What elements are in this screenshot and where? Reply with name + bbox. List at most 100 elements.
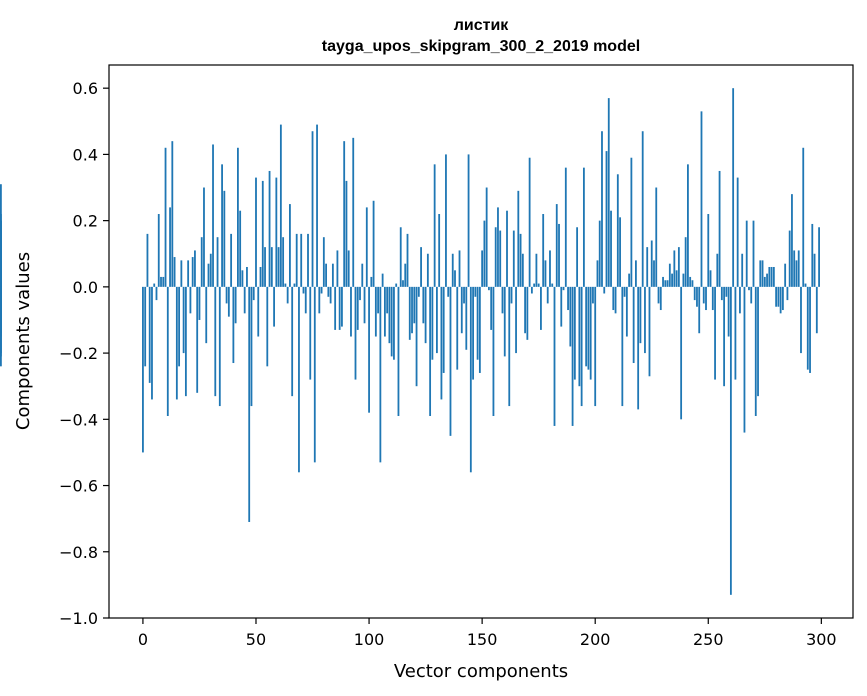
bar: [379, 286, 382, 463]
bar: [632, 286, 635, 364]
bar: [361, 263, 364, 287]
bar: [408, 286, 411, 340]
bar: [225, 286, 228, 304]
bar: [205, 286, 208, 344]
bar: [553, 286, 556, 426]
bar: [791, 194, 793, 287]
bar: [424, 286, 427, 344]
bar: [329, 286, 332, 304]
bar: [603, 286, 606, 294]
bar: [237, 147, 239, 287]
bar: [515, 286, 517, 354]
bar: [635, 260, 637, 287]
bar: [198, 286, 201, 320]
bar: [399, 227, 402, 287]
bar: [727, 286, 730, 337]
bar: [644, 286, 646, 354]
bar: [530, 286, 533, 294]
bar: [196, 286, 199, 393]
bar: [223, 190, 226, 287]
bar: [555, 204, 558, 287]
bar: [648, 286, 651, 377]
bar: [257, 286, 260, 337]
bar: [718, 170, 721, 287]
bar: [739, 286, 741, 314]
bar: [705, 286, 707, 311]
bar: [320, 286, 323, 294]
bar: [698, 286, 701, 334]
bar: [327, 286, 330, 297]
bar: [275, 177, 278, 287]
bar: [374, 286, 377, 337]
bar: [142, 286, 144, 453]
bar: [194, 250, 196, 287]
bar: [359, 286, 361, 301]
bar: [508, 286, 511, 407]
bar: [411, 286, 413, 334]
bar: [619, 217, 621, 287]
bar: [524, 286, 526, 334]
bar: [772, 266, 775, 287]
bar: [680, 286, 683, 420]
bar: [806, 286, 809, 370]
bar: [338, 286, 341, 330]
bar: [300, 233, 303, 287]
bar: [442, 286, 445, 373]
bar: [157, 214, 160, 287]
bar: [248, 286, 251, 522]
bar: [768, 266, 771, 287]
bar: [784, 263, 787, 287]
bar: [404, 263, 407, 287]
bar: [393, 286, 395, 360]
bar: [259, 266, 262, 287]
bar: [417, 286, 420, 297]
bar: [793, 250, 796, 287]
bar: [463, 286, 465, 304]
bar: [469, 286, 472, 473]
bar: [160, 276, 162, 287]
bar: [180, 260, 183, 287]
bar: [610, 210, 612, 287]
bar: [775, 286, 778, 307]
y-tick-label: −1.0: [59, 609, 98, 628]
bar: [458, 250, 461, 287]
bar: [612, 286, 615, 311]
x-tick-label: 0: [138, 630, 148, 649]
bar: [363, 286, 366, 324]
bar: [230, 233, 233, 287]
bar: [298, 286, 300, 473]
bar: [639, 286, 642, 344]
bar: [605, 151, 608, 287]
bar: [255, 177, 257, 287]
bar: [766, 273, 768, 287]
x-tick-label: 300: [806, 630, 837, 649]
bar: [569, 286, 572, 347]
bar: [234, 286, 237, 324]
bar: [440, 286, 443, 400]
bar: [795, 260, 798, 287]
bar: [178, 286, 181, 367]
bar: [562, 286, 565, 291]
bar: [682, 273, 685, 287]
bar: [759, 260, 762, 287]
bar: [657, 286, 660, 304]
bar: [687, 164, 689, 287]
bar: [406, 233, 409, 287]
y-tick-label: −0.4: [59, 410, 98, 429]
bar: [623, 286, 626, 297]
bar: [684, 237, 687, 287]
bar: [413, 286, 416, 324]
bar: [598, 220, 601, 287]
y-tick-label: 0.4: [73, 145, 98, 164]
bar: [151, 286, 153, 400]
bar: [818, 227, 820, 287]
y-axis-ticks: −1.0 −0.8 −0.6 −0.4 −0.2 0.0 0.2 0.4 0.6: [59, 79, 109, 628]
bar: [175, 286, 178, 400]
bar: [578, 286, 581, 387]
bar: [696, 286, 698, 307]
bar: [512, 230, 515, 287]
bar: [318, 286, 321, 314]
bar: [465, 286, 468, 350]
bar: [528, 157, 531, 287]
